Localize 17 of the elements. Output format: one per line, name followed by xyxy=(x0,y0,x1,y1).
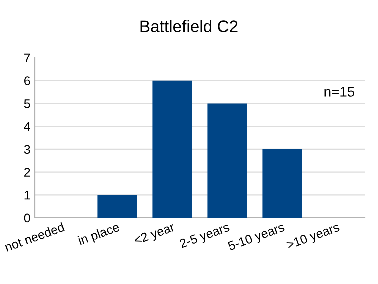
y-tick-label: 5 xyxy=(24,100,30,108)
y-tick-label: 7 xyxy=(24,54,30,63)
x-tick-label: <2 year xyxy=(134,222,176,248)
y-tick-label: 2 xyxy=(24,168,30,177)
bar xyxy=(262,149,302,218)
y-tick-label: 0 xyxy=(24,214,30,223)
y-tick-label: 6 xyxy=(24,76,30,86)
y-tick-label: 4 xyxy=(24,122,30,132)
bar xyxy=(208,104,248,218)
bar xyxy=(152,80,192,218)
y-tick-label: 3 xyxy=(24,145,30,154)
bar xyxy=(98,195,138,218)
x-tick-label: >10 years xyxy=(286,222,342,252)
chart-title: Battlefield C2 xyxy=(140,20,238,32)
y-tick-label: 1 xyxy=(24,191,30,200)
x-tick-label: in place xyxy=(78,222,121,248)
annotation: n=15 xyxy=(324,87,355,97)
